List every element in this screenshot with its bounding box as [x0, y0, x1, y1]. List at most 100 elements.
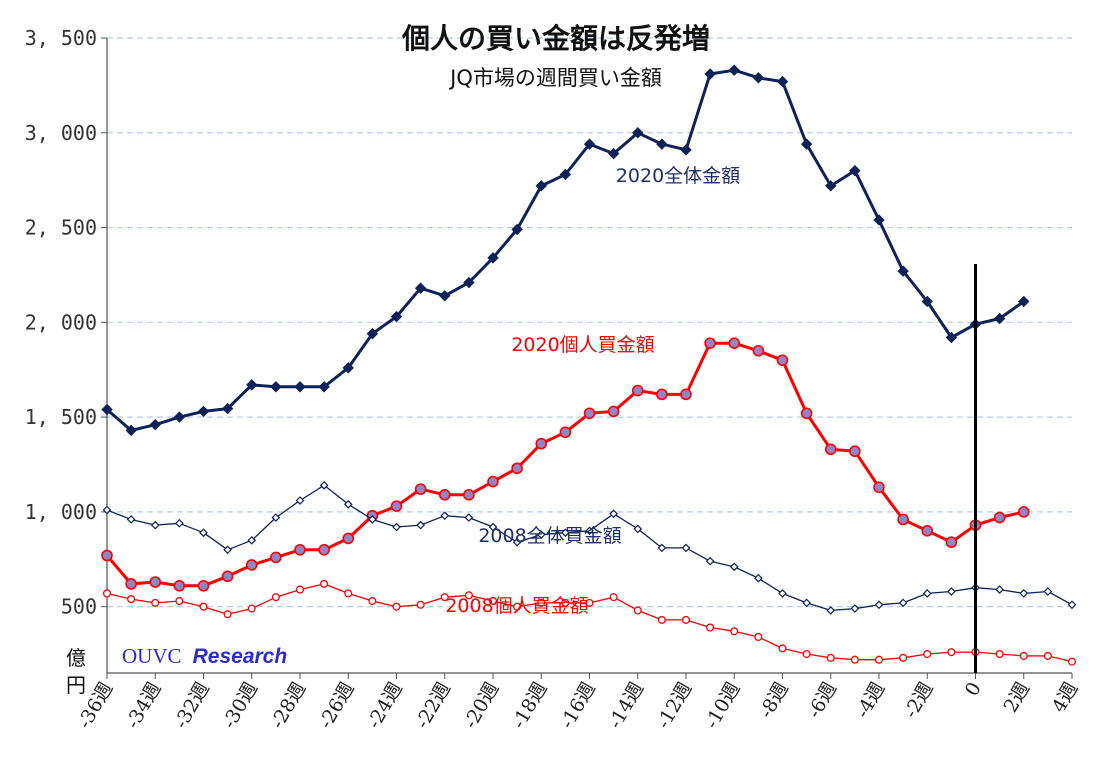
data-point: [656, 138, 668, 150]
y-tick-label: 2, 500: [25, 216, 97, 240]
data-point: [368, 515, 377, 524]
data-point: [392, 602, 401, 611]
x-tick-label: -34週: [122, 679, 166, 733]
data-point: [728, 64, 740, 76]
series-label-2020-total: 2020全体金額: [616, 165, 740, 187]
data-point: [344, 589, 353, 598]
data-point: [392, 522, 401, 532]
data-point: [173, 580, 186, 592]
x-tick-label: 2週: [999, 679, 1034, 717]
data-point: [993, 312, 1006, 325]
data-point: [414, 282, 427, 294]
data-point: [488, 522, 498, 532]
data-point: [294, 381, 306, 393]
data-point: [559, 426, 572, 439]
x-tick-label: -28週: [266, 679, 310, 733]
data-point: [730, 627, 739, 636]
data-point: [414, 483, 427, 495]
data-point: [439, 290, 451, 302]
data-point: [800, 407, 813, 420]
data-point: [416, 600, 425, 609]
data-point: [342, 362, 354, 374]
data-point: [609, 509, 618, 519]
data-point: [1067, 600, 1077, 610]
data-point: [897, 265, 909, 277]
data-point: [1043, 587, 1053, 596]
data-point: [778, 644, 787, 653]
data-point: [850, 604, 860, 613]
series-layer: [101, 64, 1077, 666]
data-point: [1019, 589, 1029, 598]
data-point: [873, 214, 885, 226]
data-point: [728, 337, 741, 349]
data-point: [149, 418, 161, 431]
data-point: [705, 556, 715, 566]
data-point: [390, 500, 403, 512]
x-tick-label: -32週: [170, 679, 214, 733]
series-label-2008-total: 2008全体買金額: [478, 525, 621, 547]
credit-suffix: Research: [193, 645, 288, 668]
data-point: [175, 596, 184, 606]
data-point: [221, 570, 234, 583]
data-point: [343, 499, 353, 509]
data-point: [440, 511, 450, 521]
y-tick-label: 500: [61, 595, 97, 619]
data-point: [318, 543, 330, 556]
data-point: [487, 475, 499, 488]
data-point: [993, 511, 1006, 524]
data-point: [561, 598, 570, 607]
data-point: [464, 513, 474, 522]
data-point: [704, 337, 716, 349]
data-point: [319, 480, 329, 490]
credit: OUVC Research: [122, 644, 287, 668]
data-point: [535, 180, 547, 192]
data-point: [802, 649, 811, 659]
data-point: [923, 649, 932, 659]
x-tick-label: -16週: [556, 679, 600, 733]
data-point: [583, 138, 596, 150]
y-tick-label: 3, 500: [25, 26, 97, 50]
data-point: [295, 585, 305, 594]
credit-name: OUVC: [122, 644, 182, 668]
data-point: [561, 528, 570, 538]
data-point: [488, 596, 498, 606]
x-tick-label: -12週: [652, 679, 696, 733]
data-point: [511, 462, 523, 475]
data-point: [271, 513, 281, 522]
data-point: [583, 407, 596, 420]
data-point: [1067, 657, 1077, 666]
series-2: [102, 480, 1077, 615]
data-point: [778, 589, 787, 598]
chart-title: 個人の買い金額は反発増: [401, 22, 710, 55]
x-tick-label: -26週: [315, 679, 359, 733]
series-1: [101, 337, 1030, 592]
data-point: [294, 543, 306, 556]
data-point: [559, 168, 572, 181]
data-point: [874, 655, 884, 664]
data-point: [752, 72, 765, 84]
data-point: [680, 388, 692, 401]
data-point: [223, 545, 232, 555]
data-point: [945, 331, 958, 344]
data-point: [366, 327, 379, 340]
data-point: [536, 530, 546, 539]
data-point: [127, 595, 136, 604]
data-point: [175, 518, 184, 528]
x-tick-label: -22週: [411, 679, 455, 733]
data-point: [390, 310, 403, 323]
series-label-2020-individual: 2020個人買金額: [511, 334, 654, 356]
y-tick-label: 3, 000: [25, 121, 97, 145]
data-point: [440, 593, 449, 602]
data-point: [995, 649, 1004, 659]
data-point: [295, 496, 305, 505]
x-axis-ticks: -36週 -34週 -32週 -30週 -28週 -26週 -24週 -22週 -20週 -18週…: [73, 673, 1082, 732]
x-tick-label: -30週: [218, 679, 262, 733]
data-point: [199, 602, 208, 611]
data-point: [246, 379, 258, 391]
data-point: [270, 381, 282, 393]
data-point: [464, 591, 473, 600]
data-point: [126, 515, 136, 524]
data-point: [776, 75, 789, 88]
y-tick-label: 1, 500: [25, 405, 97, 429]
y-axis-ticks: 500 1, 000 1, 500 2, 000 2, 500 3, 000 3, 500: [25, 26, 107, 619]
